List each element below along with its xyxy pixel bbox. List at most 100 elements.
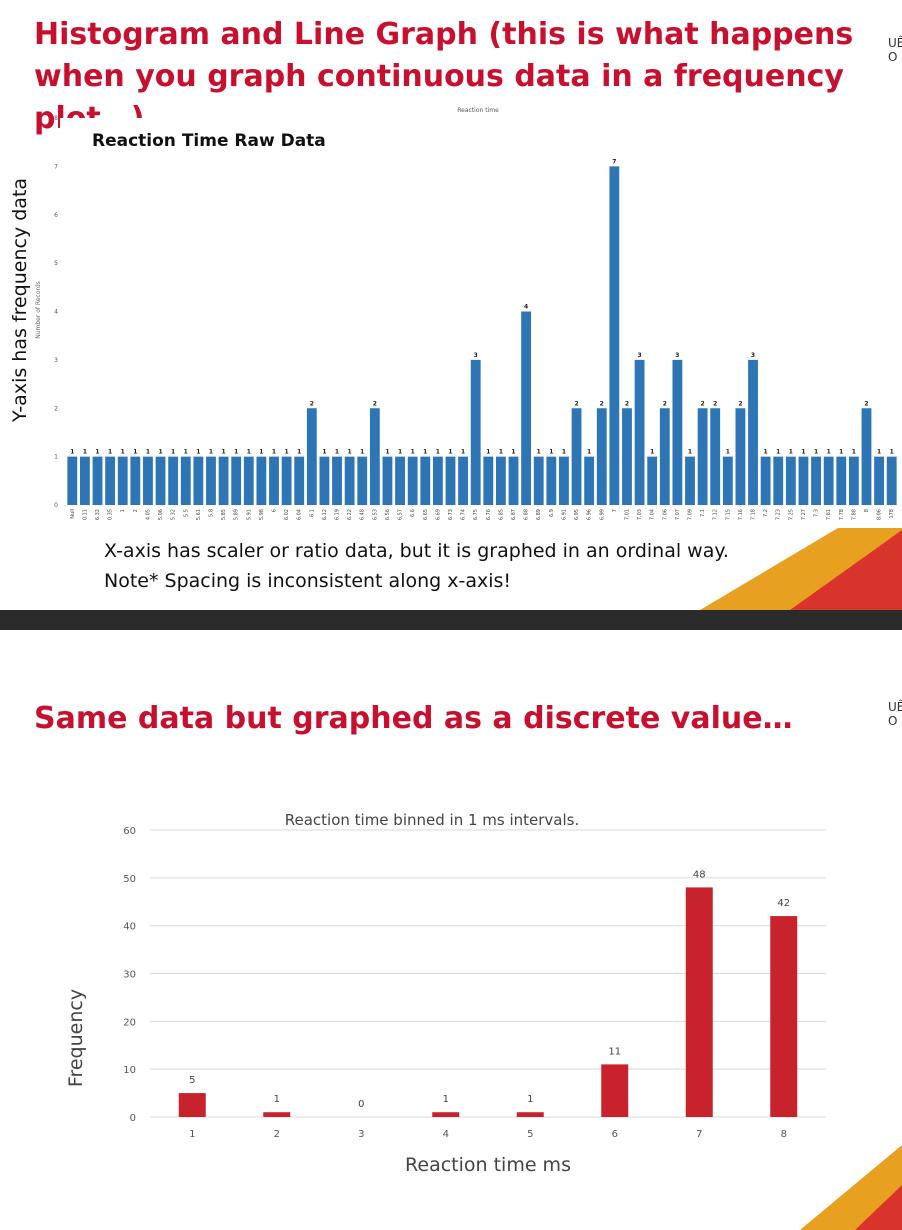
bar-value-label: 1 <box>322 449 326 456</box>
bar <box>294 456 305 505</box>
bar-value-label: 1 <box>360 449 364 456</box>
binned-chart: Reaction time binned in 1 ms intervals. … <box>65 811 902 1230</box>
y-tick-label: 6 <box>54 212 58 219</box>
bar <box>521 311 532 505</box>
bar-value-label: 1 <box>499 449 503 456</box>
y-tick-label: 0 <box>130 1113 136 1124</box>
bar-value-label: 1 <box>95 449 99 456</box>
corner-logo-text: UÊ O <box>888 36 902 64</box>
bar <box>584 456 595 505</box>
bar <box>432 456 443 505</box>
y-tick-label: 50 <box>123 874 136 885</box>
bar-value-label: 2 <box>663 400 667 407</box>
bar <box>735 408 746 505</box>
bar-value-label: 1 <box>549 449 553 456</box>
bar <box>533 456 544 505</box>
bar <box>168 456 179 505</box>
bar <box>420 456 431 505</box>
bar <box>886 456 897 505</box>
x-tick-label: 6.87 <box>511 509 517 520</box>
x-tick-label: 6.57 <box>398 509 404 520</box>
bar <box>117 456 128 505</box>
bar-value-label: 1 <box>587 449 591 456</box>
bar <box>516 1112 544 1117</box>
bar-value-label: 1 <box>348 449 352 456</box>
x-tick-label: 5.85 <box>221 509 227 520</box>
bar-value-label: 0 <box>358 1099 364 1110</box>
x-tick-label: 6.76 <box>486 509 492 520</box>
x-tick-label: 6.48 <box>360 509 366 520</box>
bar-value-label: 2 <box>625 400 629 407</box>
bar-value-label: 7 <box>612 158 616 165</box>
x-tick-label: 6.69 <box>435 509 441 520</box>
bar-value-label: 2 <box>738 400 742 407</box>
bar-value-label: 1 <box>398 449 402 456</box>
bar-value-label: 2 <box>701 400 705 407</box>
bar-value-label: 1 <box>726 449 730 456</box>
bar-value-label: 1 <box>285 449 289 456</box>
bar-value-label: 1 <box>184 449 188 456</box>
x-tick-label: 1 <box>189 1129 195 1140</box>
x-tick-label: 7.04 <box>650 509 656 520</box>
bar-value-label: 11 <box>608 1046 621 1057</box>
y-axis-label: Frequency <box>65 989 87 1087</box>
bar-value-label: 1 <box>146 449 150 456</box>
bar-value-label: 2 <box>574 400 578 407</box>
bar-value-label: 2 <box>600 400 604 407</box>
note-scaler-data: X-axis has scaler or ratio data, but it … <box>104 540 729 562</box>
x-tick-label: 6.19 <box>335 509 341 520</box>
x-tick-label: 6.65 <box>423 509 429 520</box>
bar-value-label: 1 <box>385 449 389 456</box>
bar <box>395 456 405 505</box>
y-tick-label: 5 <box>54 260 58 267</box>
bar-value-label: 1 <box>814 449 818 456</box>
bar <box>848 456 859 505</box>
bar <box>130 456 141 505</box>
x-tick-label: 6.85 <box>498 509 504 520</box>
bar <box>811 456 821 505</box>
bar-value-label: 3 <box>474 352 478 359</box>
x-tick-label: 6.12 <box>322 509 328 520</box>
bar <box>571 408 582 505</box>
bar-value-label: 42 <box>777 898 790 909</box>
bar <box>206 456 216 505</box>
x-tick-label: 5 <box>527 1129 533 1140</box>
x-tick-label: 6.75 <box>473 509 479 520</box>
y-tick-label: 4 <box>54 309 58 316</box>
y-tick-label: 60 <box>123 826 136 837</box>
bar <box>281 456 292 505</box>
x-tick-label: 178 <box>889 509 895 519</box>
bar <box>344 456 355 505</box>
x-tick-label: 5.91 <box>246 509 252 520</box>
bar-value-label: 1 <box>650 449 654 456</box>
x-tick-label: 3 <box>358 1129 364 1140</box>
x-tick-label: 8.06 <box>877 509 883 520</box>
x-tick-label: 6.9 <box>549 509 555 517</box>
bar <box>180 456 191 505</box>
bar-value-label: 1 <box>83 449 87 456</box>
x-tick-label: 6.73 <box>448 509 454 520</box>
bar <box>193 456 204 505</box>
x-tick-label: 6.04 <box>297 509 303 520</box>
x-tick-label: 7.15 <box>725 509 731 520</box>
bar <box>836 456 847 505</box>
x-tick-label: 7.88 <box>851 509 857 520</box>
x-axis-label: Reaction time ms <box>405 1154 571 1176</box>
chart-top-label: Reaction time <box>457 107 499 114</box>
bar <box>760 456 771 505</box>
x-tick-label: 4 <box>443 1129 449 1140</box>
x-tick-label: 7.25 <box>788 509 794 520</box>
chart-title: Reaction time binned in 1 ms intervals. <box>285 811 580 829</box>
bar <box>647 456 658 505</box>
bar <box>609 166 620 505</box>
x-tick-label: 7.16 <box>738 509 744 520</box>
y-tick-label: 0 <box>54 502 58 509</box>
x-tick-label: 7.2 <box>763 509 769 517</box>
x-tick-label: 7.61 <box>826 509 832 520</box>
x-tick-label: 7.06 <box>662 509 668 520</box>
corner-logo-text: UÊ O <box>888 700 902 728</box>
y-tick-label: 40 <box>123 922 136 933</box>
bar <box>332 456 342 505</box>
bar-value-label: 2 <box>373 400 377 407</box>
x-tick-label: 7.18 <box>751 509 757 520</box>
